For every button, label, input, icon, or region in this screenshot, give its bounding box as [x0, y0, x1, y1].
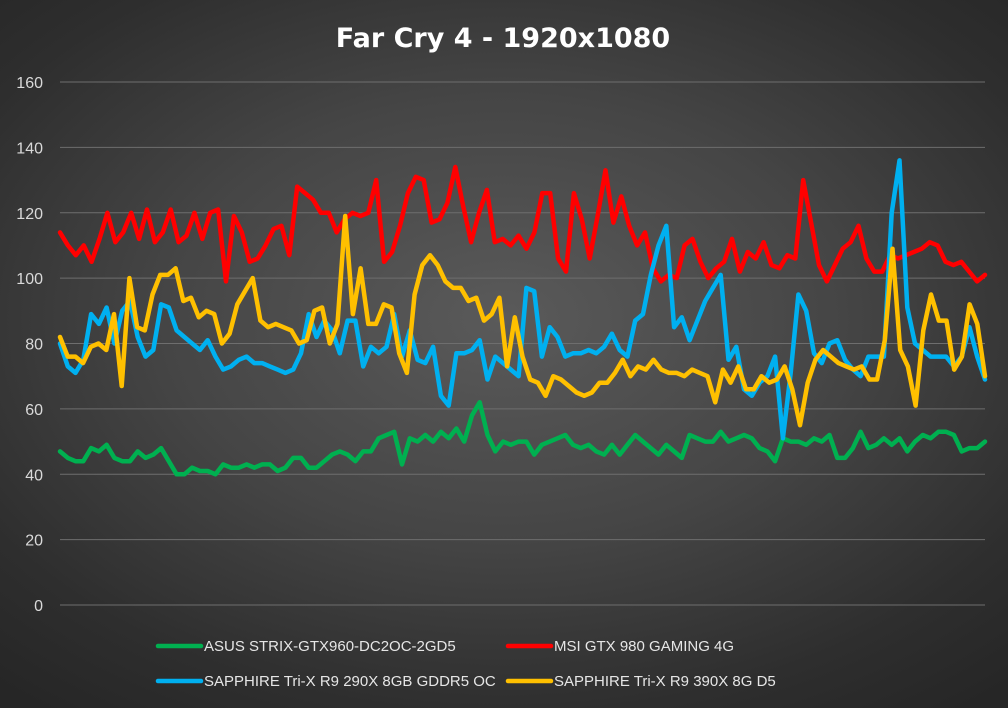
- series-line-3: [57, 158, 988, 441]
- series-lines: [57, 158, 988, 477]
- y-tick-label: 60: [25, 402, 43, 419]
- legend: ASUS STRIX-GTX960-DC2OC-2GD5 MSI GTX 980 …: [155, 638, 776, 690]
- legend-label: MSI GTX 980 GAMING 4G: [554, 638, 734, 655]
- y-tick-label: 100: [16, 271, 43, 288]
- y-tick-label: 160: [16, 75, 43, 92]
- legend-label: SAPPHIRE Tri-X R9 290X 8GB GDDR5 OC: [204, 673, 496, 690]
- series-line-2: [57, 164, 988, 284]
- legend-entry: ASUS STRIX-GTX960-DC2OC-2GD5: [155, 638, 456, 655]
- y-tick-label: 20: [25, 533, 43, 550]
- legend-label: ASUS STRIX-GTX960-DC2OC-2GD5: [204, 638, 456, 655]
- legend-entry: SAPPHIRE Tri-X R9 290X 8GB GDDR5 OC: [155, 673, 496, 690]
- y-tick-label: 0: [34, 598, 43, 615]
- legend-label: SAPPHIRE Tri-X R9 390X 8G D5: [554, 673, 776, 690]
- y-tick-label: 80: [25, 337, 43, 354]
- y-tick-label: 120: [16, 206, 43, 223]
- y-tick-label: 40: [25, 467, 43, 484]
- legend-entry: SAPPHIRE Tri-X R9 390X 8G D5: [505, 673, 776, 690]
- legend-entry: MSI GTX 980 GAMING 4G: [505, 638, 734, 655]
- series-line-1: [57, 400, 988, 477]
- series-line-4: [57, 213, 988, 428]
- y-axis-tick-labels: 0 20 40 60 80 100 120 140 160: [16, 75, 43, 615]
- y-tick-label: 140: [16, 140, 43, 157]
- chart-title: Far Cry 4 - 1920x1080: [336, 23, 670, 54]
